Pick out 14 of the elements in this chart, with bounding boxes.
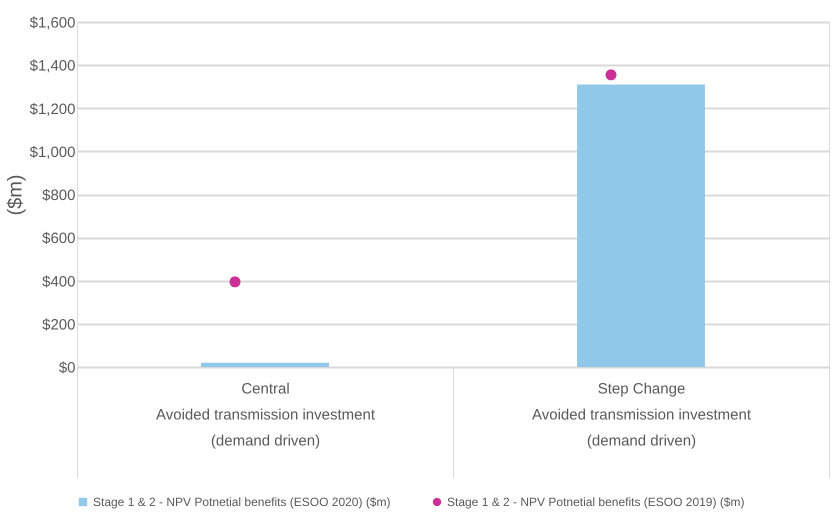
legend-label: Stage 1 & 2 - NPV Potnetial benefits (ESOO 2020) ($m) <box>93 495 390 509</box>
y-tick-label: $1,600 <box>30 14 76 32</box>
y-tick-label: $400 <box>42 273 76 290</box>
y-tick-label: $1,000 <box>30 144 76 161</box>
y-tick-label: $1,200 <box>30 100 76 118</box>
y-tick-label: $1,400 <box>30 58 76 75</box>
legend-label: Stage 1 & 2 - NPV Potnetial benefits (ESOO 2019) ($m) <box>447 495 744 509</box>
y-tick-label: $600 <box>42 230 76 248</box>
x-tick-label: Central Avoided transmission investment (demand driven) <box>156 380 376 450</box>
y-axis-title: ($m) <box>4 174 27 216</box>
x-tick-label: Step Change Avoided transmission investment (demand driven) <box>532 380 752 450</box>
y-tick-label: $200 <box>42 316 76 334</box>
y-tick-label: $0 <box>58 360 76 376</box>
y-tick-label: $800 <box>42 187 76 204</box>
